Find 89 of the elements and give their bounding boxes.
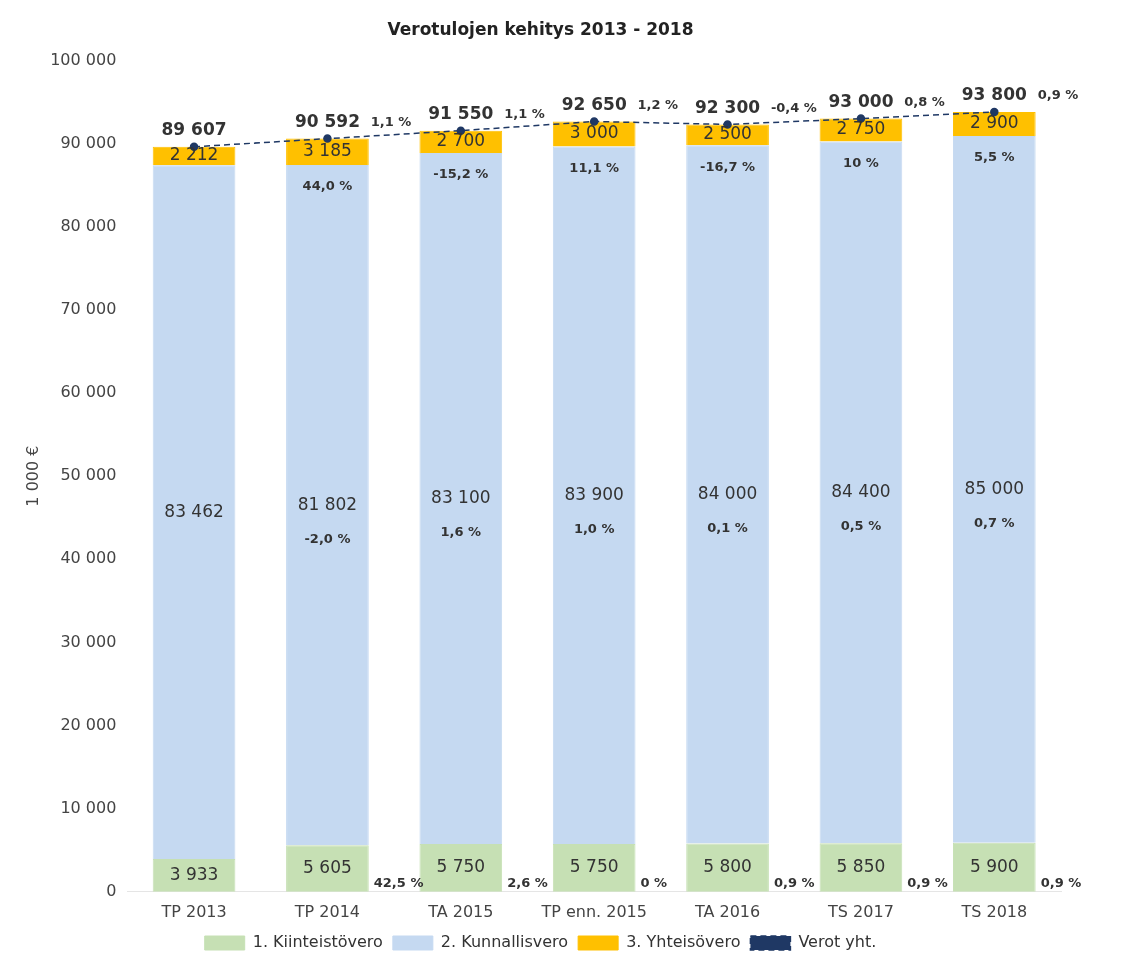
bar xyxy=(819,141,903,844)
data-label: 2 750 xyxy=(836,118,886,139)
y-tick-label: 0 xyxy=(106,880,117,900)
y-tick-label: 10 000 xyxy=(60,797,117,817)
data-label: 84 000 xyxy=(697,482,758,503)
data-label: 92 300 xyxy=(695,96,761,117)
data-label: 2 212 xyxy=(169,144,219,165)
data-label: 2 700 xyxy=(436,130,486,151)
y-tick-label: 40 000 xyxy=(60,548,117,568)
data-label: 5 605 xyxy=(303,856,352,877)
legend-label: 2. Kunnallisvero xyxy=(440,932,569,952)
data-label: 2 500 xyxy=(703,123,752,144)
bar xyxy=(686,843,769,892)
annotation: 44,0 % xyxy=(302,178,353,194)
y-tick-label: 30 000 xyxy=(60,631,117,651)
annotation: 1,1 % xyxy=(370,113,412,129)
legend-label: 1. Kiinteistövero xyxy=(252,932,383,952)
bar xyxy=(819,843,903,892)
annotation: 2,6 % xyxy=(507,875,548,891)
bar xyxy=(286,165,369,846)
bar xyxy=(952,842,1036,892)
annotation: -2,0 % xyxy=(304,530,351,546)
bar xyxy=(152,165,236,860)
annotation: -15,2 % xyxy=(433,166,489,182)
data-label: 93 000 xyxy=(828,91,894,112)
data-label: 83 462 xyxy=(164,500,224,521)
data-label: 91 550 xyxy=(428,103,494,124)
data-label: 84 400 xyxy=(831,480,891,501)
data-label: 5 800 xyxy=(703,856,752,877)
annotation: 0,9 % xyxy=(773,875,815,891)
annotation: 1,2 % xyxy=(637,96,679,112)
annotation: 1,0 % xyxy=(573,520,615,536)
data-label: 85 000 xyxy=(964,477,1025,498)
y-tick-label: 100 000 xyxy=(50,49,117,69)
bar xyxy=(686,145,769,844)
annotation: 5,5 % xyxy=(974,149,1015,165)
legend-label: Verot yht. xyxy=(798,932,877,952)
annotation: 0,9 % xyxy=(1040,875,1082,891)
legend-label: 3. Yhteisövero xyxy=(626,932,741,952)
y-tick-label: 90 000 xyxy=(60,132,117,152)
bar xyxy=(552,146,636,844)
y-tick-label: 80 000 xyxy=(60,215,117,235)
point xyxy=(323,134,332,143)
annotation: 1,1 % xyxy=(504,106,545,122)
data-label: 5 750 xyxy=(436,856,486,877)
y-tick-label: 60 000 xyxy=(60,382,117,402)
data-label: 5 850 xyxy=(836,855,886,876)
x-tick-label: TP enn. 2015 xyxy=(540,901,647,921)
y-tick-label: 20 000 xyxy=(60,714,117,734)
annotation: -16,7 % xyxy=(700,158,756,174)
data-label: 3 000 xyxy=(569,122,619,143)
annotation: -0,4 % xyxy=(770,99,817,115)
annotation: 0,9 % xyxy=(1037,87,1079,103)
data-label: 93 800 xyxy=(961,84,1028,105)
data-label: 81 802 xyxy=(297,493,358,514)
annotation: 10 % xyxy=(843,154,879,170)
data-label: 89 607 xyxy=(161,119,227,140)
annotation: 0,7 % xyxy=(974,514,1015,530)
x-tick-label: TP 2013 xyxy=(160,901,227,921)
annotation: 0,8 % xyxy=(904,93,945,109)
bar xyxy=(286,845,369,892)
annotation: 0,9 % xyxy=(907,875,948,891)
x-tick-label: TA 2015 xyxy=(427,901,494,921)
data-label: 2 900 xyxy=(969,112,1019,133)
x-tick-label: TS 2018 xyxy=(960,901,1028,921)
y-tick-label: 50 000 xyxy=(60,465,117,485)
data-label: 83 900 xyxy=(564,483,624,504)
data-label: 5 900 xyxy=(969,855,1019,876)
annotation: 1,6 % xyxy=(440,523,482,539)
data-label: 90 592 xyxy=(294,111,360,132)
bar xyxy=(552,843,636,892)
x-tick-label: TP 2014 xyxy=(293,901,361,921)
x-tick-label: TS 2017 xyxy=(827,901,894,921)
annotation: 11,1 % xyxy=(569,159,619,175)
annotation: 42,5 % xyxy=(373,875,424,891)
chart-title: Verotulojen kehitys 2013 - 2018 xyxy=(387,18,694,39)
data-label: 5 750 xyxy=(569,856,619,877)
data-label: 92 650 xyxy=(561,93,627,114)
x-tick-label: TA 2016 xyxy=(693,901,761,921)
annotation: 0,5 % xyxy=(840,517,882,533)
bar xyxy=(952,136,1036,843)
annotation: 0,1 % xyxy=(707,519,748,535)
data-label: 3 933 xyxy=(169,863,219,884)
data-label: 3 185 xyxy=(303,140,352,161)
bar xyxy=(419,153,503,844)
y-tick-label: 70 000 xyxy=(60,298,117,318)
data-label: 83 100 xyxy=(431,486,491,507)
annotation: 0 % xyxy=(640,875,668,891)
y-axis-title: 1 000 € xyxy=(22,445,42,507)
